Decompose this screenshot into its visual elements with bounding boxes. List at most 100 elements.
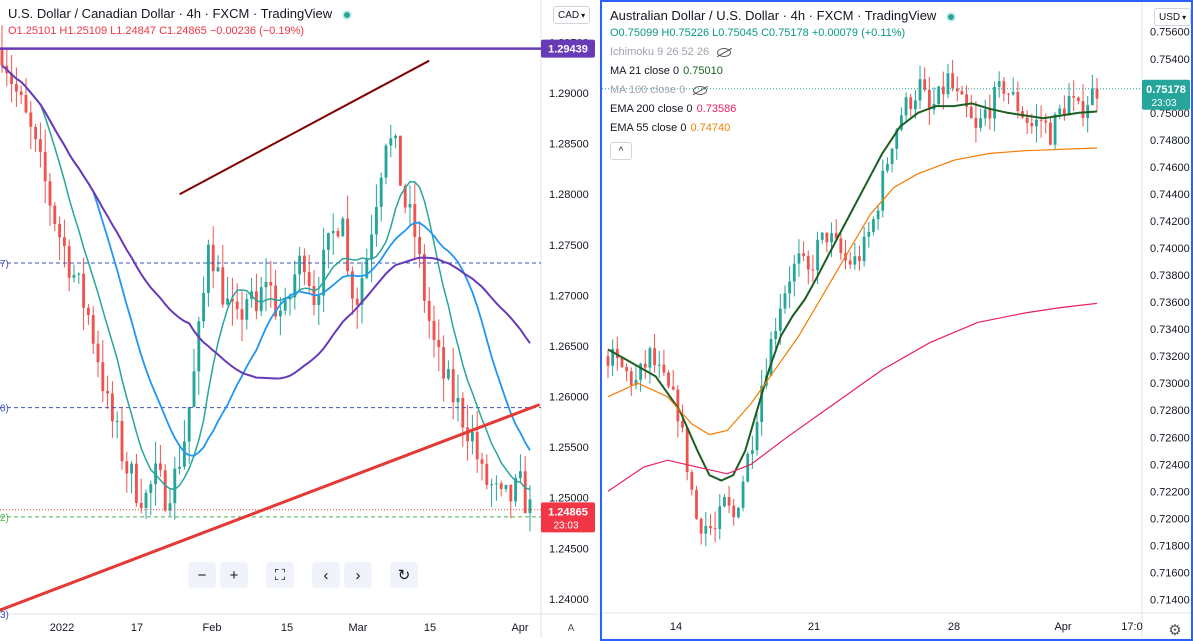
fib-level-label: 0) — [0, 404, 9, 415]
chevron-down-icon: ▾ — [581, 10, 586, 20]
candle-body — [230, 298, 234, 302]
candle-body — [211, 244, 215, 272]
candle-body — [461, 397, 465, 428]
slow-ma-line — [1, 64, 531, 380]
candle-body — [695, 489, 698, 519]
candle-body — [130, 463, 134, 474]
refresh-button[interactable]: ↻ — [390, 562, 418, 588]
indicator-ma21[interactable]: MA 21 close 0 0.75010 — [610, 65, 956, 77]
candle-body — [134, 463, 138, 503]
candle-body — [29, 112, 33, 127]
candle-body — [704, 525, 708, 534]
candle-body — [676, 389, 680, 422]
indicator-ema200[interactable]: EMA 200 close 0 0.73586 — [610, 103, 956, 115]
candle-body — [1049, 122, 1052, 145]
indicator-ma100[interactable]: MA 100 close 0 — [610, 84, 956, 96]
scroll-right-button[interactable]: › — [344, 562, 372, 588]
candle-body — [490, 484, 494, 486]
y-tick-label: 1.24500 — [549, 543, 589, 555]
x-tick-label: 15 — [424, 622, 436, 634]
candle-body — [38, 139, 42, 152]
y-tick-label: 0.74200 — [1150, 216, 1190, 228]
x-tick-label: 17:0 — [1121, 621, 1142, 633]
audusd-chart-pane[interactable]: 0.756000.754000.752000.750000.748000.746… — [600, 0, 1193, 641]
y-tick-label: 0.72200 — [1150, 486, 1190, 498]
candle-body — [504, 484, 508, 489]
y-tick-label: 0.74600 — [1150, 162, 1190, 174]
fib-level-label: 7) — [0, 259, 9, 270]
last-price-tag-text: 0.75178 — [1146, 84, 1186, 96]
candle-body — [178, 466, 182, 469]
scroll-left-button[interactable]: ‹ — [312, 562, 340, 588]
usdcad-chart-canvas[interactable]: 1.295001.290001.285001.280001.275001.270… — [0, 0, 598, 641]
y-tick-label: 1.26000 — [549, 392, 589, 404]
auto-scale-button[interactable]: A — [567, 622, 575, 634]
candle-body — [639, 363, 642, 380]
candle-body — [413, 204, 417, 237]
candle-body — [432, 320, 436, 340]
candle-body — [783, 293, 787, 309]
zoom-in-button[interactable]: + — [220, 562, 248, 588]
y-tick-label: 0.75600 — [1150, 27, 1190, 39]
candle-body — [101, 362, 105, 392]
candle-body — [648, 348, 652, 368]
trendline — [0, 403, 541, 612]
y-tick-label: 0.72000 — [1150, 513, 1190, 525]
candle-body — [615, 348, 619, 358]
collapse-legend-button[interactable]: ^ — [610, 142, 632, 160]
candle-body — [611, 348, 615, 366]
audusd-currency-button[interactable]: USD ▾ — [1154, 8, 1191, 26]
candle-body — [1016, 92, 1020, 112]
countdown-text: 23:03 — [553, 520, 578, 531]
candle-body — [732, 505, 736, 518]
indicator-value: 0.73586 — [696, 103, 737, 115]
candle-body — [913, 100, 917, 110]
candle-body — [403, 185, 407, 208]
eye-hidden-icon[interactable] — [717, 47, 732, 57]
candle-body — [307, 272, 311, 286]
candle-body — [890, 148, 894, 165]
candle-body — [778, 308, 782, 331]
candle-body — [760, 385, 764, 423]
candle-body — [1090, 88, 1094, 106]
audusd-chart-canvas[interactable]: 0.756000.754000.752000.750000.748000.746… — [602, 2, 1191, 639]
indicator-line — [607, 147, 1098, 436]
usdcad-legend: U.S. Dollar / Canadian Dollar · 4h · FXC… — [8, 6, 352, 37]
candle-body — [269, 281, 273, 286]
usdcad-currency-label: CAD — [558, 9, 580, 21]
candle-body — [895, 129, 899, 149]
candle-body — [927, 89, 931, 110]
indicator-line — [607, 302, 1098, 492]
y-tick-label: 0.73800 — [1150, 270, 1190, 282]
candle-body — [629, 371, 633, 386]
x-tick-label: 2022 — [50, 622, 74, 634]
candle-body — [625, 367, 629, 372]
indicator-ichimoku[interactable]: Ichimoku 9 26 52 26 — [610, 46, 956, 58]
candle-body — [360, 277, 364, 305]
candle-body — [19, 91, 23, 96]
candle-body — [144, 492, 148, 508]
reset-view-button[interactable]: ⛶ — [266, 562, 294, 588]
candle-body — [723, 497, 726, 507]
candle-body — [671, 386, 675, 390]
candle-body — [937, 86, 941, 105]
x-tick-label: Apr — [1054, 621, 1071, 633]
candle-body — [106, 391, 110, 394]
candle-body — [466, 427, 470, 442]
candle-body — [355, 298, 359, 305]
zoom-out-button[interactable]: − — [188, 562, 216, 588]
candle-body — [408, 204, 412, 208]
candle-body — [667, 372, 670, 387]
eye-hidden-icon[interactable] — [693, 85, 708, 95]
indicator-ema55[interactable]: EMA 55 close 0 0.74740 — [610, 122, 956, 134]
candle-body — [848, 260, 852, 265]
settings-gear-icon[interactable]: ⚙ — [1168, 622, 1182, 639]
usdcad-currency-button[interactable]: CAD ▾ — [553, 6, 591, 24]
candle-body — [346, 218, 350, 272]
candle-body — [0, 47, 4, 66]
candle-body — [685, 427, 689, 473]
candle-body — [197, 321, 201, 372]
candle-body — [149, 484, 153, 493]
usdcad-chart-pane[interactable]: 1.295001.290001.285001.280001.275001.270… — [0, 0, 598, 641]
candle-body — [918, 79, 922, 101]
